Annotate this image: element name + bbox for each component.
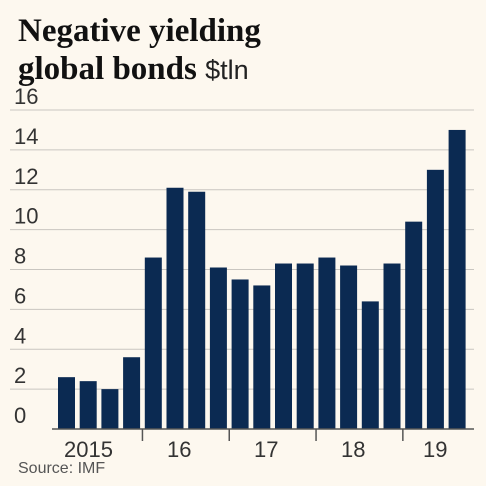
title-line-2: global bonds — [18, 51, 197, 87]
y-tick-label: 0 — [14, 403, 26, 428]
y-axis-labels: 0 2 4 6 8 10 12 14 16 — [14, 84, 38, 428]
bar — [188, 191, 206, 429]
x-axis-ticks — [141, 429, 404, 441]
bar — [101, 389, 119, 429]
bar — [79, 381, 97, 429]
bar — [209, 267, 227, 429]
x-tick-label: 16 — [167, 437, 191, 462]
bar — [361, 301, 379, 429]
y-tick-label: 16 — [14, 84, 38, 109]
y-tick-label: 2 — [14, 363, 26, 388]
bar — [340, 265, 358, 429]
bar — [448, 129, 466, 429]
y-tick-label: 14 — [14, 124, 38, 149]
title-unit: $tln — [205, 55, 249, 85]
bar — [123, 357, 141, 429]
bar — [296, 263, 314, 429]
y-tick-label: 4 — [14, 323, 26, 348]
bar — [405, 221, 423, 429]
y-tick-label: 12 — [14, 164, 38, 189]
x-axis-labels: 2015 16 17 18 19 — [64, 437, 447, 462]
x-tick-label: 2015 — [64, 437, 113, 462]
x-tick-label: 18 — [341, 437, 365, 462]
bar — [166, 187, 184, 429]
bar — [318, 257, 336, 429]
y-tick-label: 10 — [14, 204, 38, 229]
y-tick-label: 6 — [14, 283, 26, 308]
bar — [383, 263, 401, 429]
chart-title: Negative yielding global bonds $tln — [18, 12, 478, 89]
bar — [426, 169, 444, 429]
x-tick-label: 19 — [423, 437, 447, 462]
bars — [58, 129, 466, 429]
bar — [231, 279, 249, 429]
bar — [253, 285, 271, 429]
y-tick-label: 8 — [14, 244, 26, 269]
x-tick-label: 17 — [254, 437, 278, 462]
bar — [58, 377, 75, 429]
source-note: Source: IMF — [18, 460, 106, 477]
title-line-1: Negative yielding — [18, 13, 261, 49]
bar — [275, 263, 292, 429]
bar — [144, 257, 162, 429]
